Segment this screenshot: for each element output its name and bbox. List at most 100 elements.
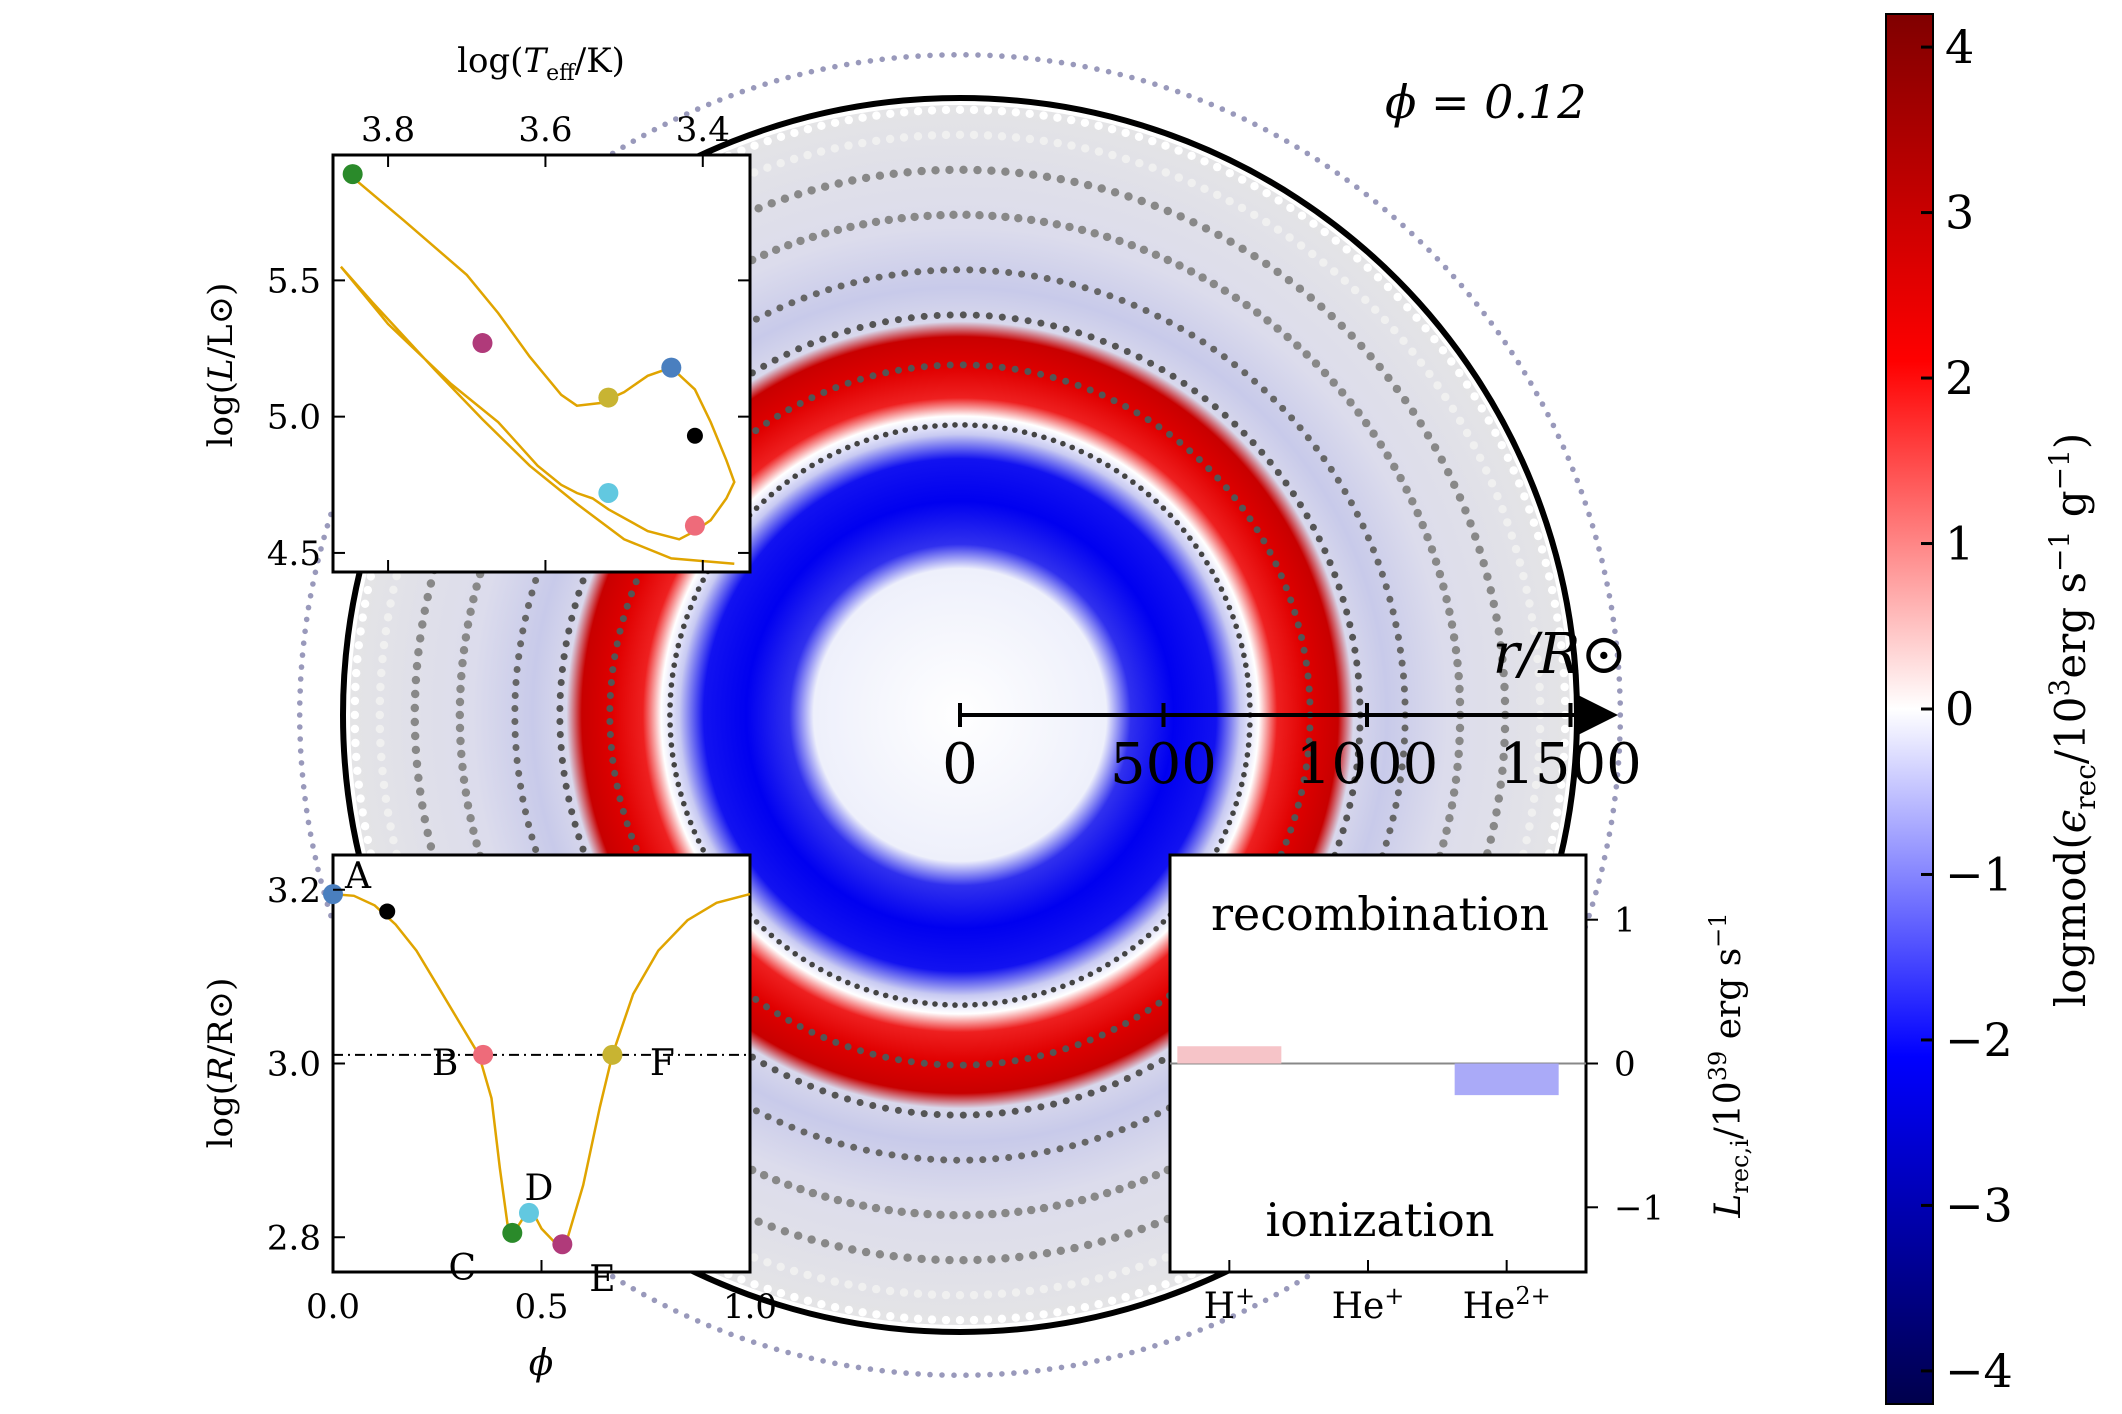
dot (1087, 1089, 1095, 1097)
dot (1014, 1207, 1023, 1217)
dot (1451, 646, 1461, 655)
dot (1548, 585, 1557, 595)
dot (763, 419, 770, 427)
dot (1305, 685, 1313, 693)
dot (1186, 92, 1192, 99)
dot (1024, 1055, 1032, 1062)
dot (1527, 613, 1537, 622)
dot (1379, 251, 1387, 259)
dot (560, 653, 568, 661)
dot (920, 1110, 928, 1118)
dot (1557, 780, 1566, 789)
colorbar-tick-label: 4 (1945, 20, 1974, 74)
dot (310, 581, 316, 587)
dot (418, 801, 427, 810)
dot (768, 491, 775, 498)
dot (788, 1123, 796, 1131)
dot (351, 682, 360, 692)
dot (1557, 641, 1566, 650)
dot (1217, 143, 1225, 151)
hr-point-F (598, 387, 619, 408)
dot (1069, 280, 1077, 288)
dot (1155, 423, 1163, 431)
dot (1400, 737, 1408, 745)
dot (1529, 794, 1539, 803)
dot (466, 814, 475, 823)
dot (463, 801, 473, 810)
dot (1391, 214, 1397, 221)
dot (1304, 750, 1312, 758)
dot (671, 762, 677, 768)
dot (1441, 392, 1450, 402)
dot (1208, 1322, 1215, 1329)
dot (1139, 1309, 1146, 1317)
dot (763, 1284, 772, 1294)
dot (1167, 512, 1174, 518)
dot (469, 826, 478, 835)
dot (1616, 748, 1623, 754)
dot (949, 210, 958, 219)
dot (800, 1128, 808, 1136)
dot (1118, 296, 1126, 304)
dot (918, 87, 926, 95)
dot (1057, 94, 1065, 102)
dot (1043, 92, 1051, 100)
dot (557, 744, 565, 751)
dot (423, 828, 432, 838)
dot (1471, 532, 1480, 541)
dot (767, 1222, 776, 1231)
dot (955, 105, 965, 115)
dot (859, 220, 868, 229)
dot (820, 389, 828, 396)
radius-tick-label: 1500 (1499, 732, 1642, 797)
dot (739, 88, 746, 95)
dot (1314, 157, 1321, 163)
dot (858, 1308, 867, 1317)
dot (869, 372, 877, 380)
dot (1086, 1036, 1094, 1044)
dot (846, 1198, 855, 1208)
dot (459, 646, 469, 655)
dot (1012, 427, 1018, 433)
dot (1219, 1318, 1226, 1324)
dot (1094, 121, 1103, 130)
dot (1161, 141, 1170, 150)
dot (972, 1001, 978, 1008)
dot (1283, 332, 1292, 342)
dot (472, 839, 481, 848)
dot (1535, 724, 1545, 734)
dot (1550, 822, 1560, 831)
dot (807, 340, 815, 348)
hr-track-line (339, 173, 736, 566)
dot (832, 63, 838, 70)
dot (1267, 168, 1275, 176)
dot (1214, 577, 1220, 583)
dot (1049, 1049, 1057, 1056)
dot (426, 842, 436, 851)
dot (830, 144, 839, 153)
dot (562, 782, 570, 790)
dot (1221, 411, 1229, 419)
dot (776, 1289, 786, 1298)
dot (1479, 368, 1486, 376)
dot (1615, 760, 1622, 766)
dot (790, 1292, 799, 1302)
dot (776, 1262, 785, 1272)
dot (873, 434, 879, 441)
dot (1304, 672, 1312, 680)
dot (1043, 1330, 1051, 1338)
dot (1529, 627, 1539, 636)
dot (1176, 212, 1185, 221)
dot (511, 718, 519, 725)
dot (900, 1313, 909, 1322)
dot (1444, 468, 1453, 477)
dot (1520, 441, 1528, 449)
dot (575, 589, 583, 597)
dot (1050, 322, 1058, 330)
dot (1178, 1295, 1186, 1303)
dot (305, 604, 312, 611)
dot (619, 615, 627, 623)
